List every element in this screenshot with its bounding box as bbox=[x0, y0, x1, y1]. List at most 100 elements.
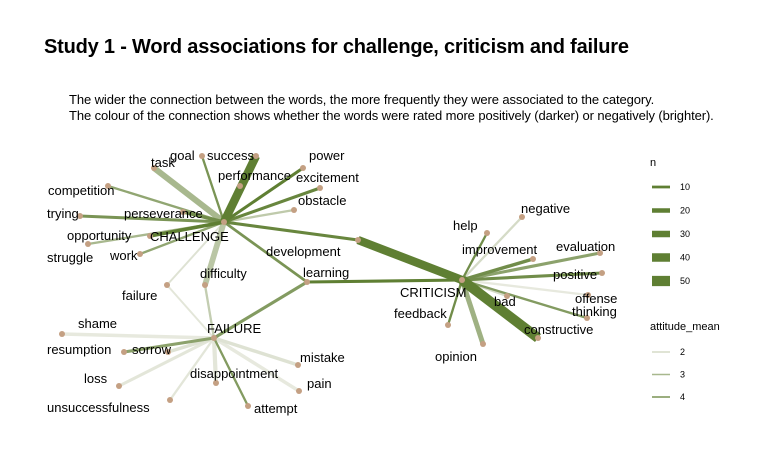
node-help bbox=[484, 230, 490, 236]
node-label-shame: shame bbox=[78, 316, 117, 331]
edge-failure-learning bbox=[213, 280, 308, 340]
edge-criticism-help bbox=[460, 232, 489, 281]
node-label-disappointment: disappointment bbox=[190, 366, 279, 381]
node-thinking bbox=[584, 315, 590, 321]
subtitle-line-2: The colour of the connection shows wheth… bbox=[69, 108, 714, 123]
edge-challenge-perseverance bbox=[182, 210, 225, 224]
node-goal bbox=[199, 153, 205, 159]
node-label-feedback: feedback bbox=[394, 306, 447, 321]
node-label-improvement: improvement bbox=[462, 242, 538, 257]
edge-challenge-failure bbox=[166, 221, 225, 286]
legend-attitude-title: attitude_mean bbox=[650, 321, 720, 333]
node-shame bbox=[59, 331, 65, 337]
node-failure bbox=[164, 282, 170, 288]
edge-failure-disappointment bbox=[211, 337, 219, 384]
node-label-excitement: excitement bbox=[296, 170, 359, 185]
node-label-failure: failure bbox=[122, 288, 157, 303]
edge-criticism-constructive bbox=[458, 276, 542, 342]
node-label-power: power bbox=[309, 148, 345, 163]
legend: n 10 20 30 40 50 attitude_mean 2 3 4 bbox=[650, 157, 720, 402]
node-pain bbox=[296, 388, 302, 394]
node-label-bad: bad bbox=[494, 294, 516, 309]
node-label-competition: competition bbox=[48, 183, 114, 198]
legend-attitude-label-3: 3 bbox=[680, 370, 685, 380]
node-development bbox=[355, 237, 361, 243]
edge-criticism-evaluation bbox=[461, 251, 601, 282]
node-label-attempt: attempt bbox=[254, 401, 298, 416]
node-label-resumption: resumption bbox=[47, 342, 111, 357]
node-attempt bbox=[245, 403, 251, 409]
node-difficulty bbox=[202, 282, 208, 288]
edge-failure-attempt bbox=[212, 337, 250, 407]
edge-failure-pain bbox=[213, 336, 300, 393]
edge-criticism-feedback bbox=[446, 279, 464, 326]
node-learning bbox=[304, 279, 310, 285]
legend-n-title: n bbox=[650, 157, 656, 169]
node-perseverance bbox=[180, 209, 186, 215]
edge-challenge-work bbox=[139, 220, 225, 256]
edge-failure-difficulty bbox=[203, 284, 216, 339]
node-constructive bbox=[535, 335, 541, 341]
node-label-evaluation: evaluation bbox=[556, 239, 615, 254]
node-success bbox=[253, 153, 259, 159]
edge-failure-failure bbox=[166, 284, 215, 339]
node-performance bbox=[237, 183, 243, 189]
edge-failure-unsuccessfulness bbox=[169, 337, 215, 401]
node-opinion bbox=[480, 341, 486, 347]
edge-challenge-goal bbox=[200, 155, 226, 223]
edge-criticism-negative bbox=[461, 216, 523, 281]
node-label-positive: positive bbox=[553, 267, 597, 282]
edge-criticism-positive bbox=[461, 271, 603, 282]
node-label-constructive: constructive bbox=[524, 322, 593, 337]
edge-challenge-excitement bbox=[223, 186, 321, 224]
node-challenge bbox=[221, 219, 227, 225]
edge-criticism-learning bbox=[306, 278, 463, 284]
node-label-perseverance: perseverance bbox=[124, 206, 203, 221]
node-resumption bbox=[121, 349, 127, 355]
node-excitement bbox=[317, 185, 323, 191]
node-obstacle bbox=[291, 207, 297, 213]
legend-n-label-30: 30 bbox=[680, 229, 690, 239]
node-competition bbox=[105, 183, 111, 189]
label-layer: CHALLENGE CRITICISM FAILURE goal success powe… bbox=[47, 148, 617, 416]
edge-challenge-development bbox=[223, 220, 359, 242]
node-layer bbox=[59, 153, 605, 409]
node-label-criticism: CRITICISM bbox=[400, 285, 466, 300]
node-offense bbox=[585, 292, 591, 298]
node-label-difficulty: difficulty bbox=[200, 266, 247, 281]
edge-challenge-power bbox=[223, 166, 304, 224]
edge-layer bbox=[61, 154, 603, 407]
legend-attitude-label-4: 4 bbox=[680, 392, 685, 402]
node-label-struggle: struggle bbox=[47, 250, 93, 265]
node-sorrow bbox=[165, 349, 171, 355]
edge-failure-mistake bbox=[213, 336, 299, 367]
node-label-learning: learning bbox=[303, 265, 349, 280]
node-label-obstacle: obstacle bbox=[298, 193, 346, 208]
edge-challenge-obstacle bbox=[223, 208, 295, 224]
edge-failure-resumption bbox=[123, 336, 215, 354]
node-positive bbox=[599, 270, 605, 276]
node-label-performance: performance bbox=[218, 168, 291, 183]
node-label-failure: FAILURE bbox=[207, 321, 262, 336]
node-opportunity bbox=[147, 233, 153, 239]
node-label-pain: pain bbox=[307, 376, 332, 391]
edge-challenge-trying bbox=[79, 214, 225, 224]
edge-challenge-task bbox=[152, 165, 226, 225]
node-mistake bbox=[295, 362, 301, 368]
node-label-help: help bbox=[453, 218, 478, 233]
edge-challenge-learning bbox=[223, 220, 308, 284]
legend-n-label-10: 10 bbox=[680, 182, 690, 192]
node-improvement bbox=[530, 256, 536, 262]
subtitle-line-1: The wider the connection between the wor… bbox=[69, 92, 655, 107]
node-label-work: work bbox=[109, 248, 138, 263]
legend-n-label-50: 50 bbox=[680, 276, 690, 286]
node-label-goal: goal bbox=[170, 148, 195, 163]
legend-n-label-20: 20 bbox=[680, 206, 690, 216]
node-label-mistake: mistake bbox=[300, 350, 345, 365]
node-loss bbox=[116, 383, 122, 389]
edge-criticism-development bbox=[356, 236, 464, 284]
node-power bbox=[300, 165, 306, 171]
node-struggle bbox=[85, 241, 91, 247]
node-negative bbox=[519, 214, 525, 220]
